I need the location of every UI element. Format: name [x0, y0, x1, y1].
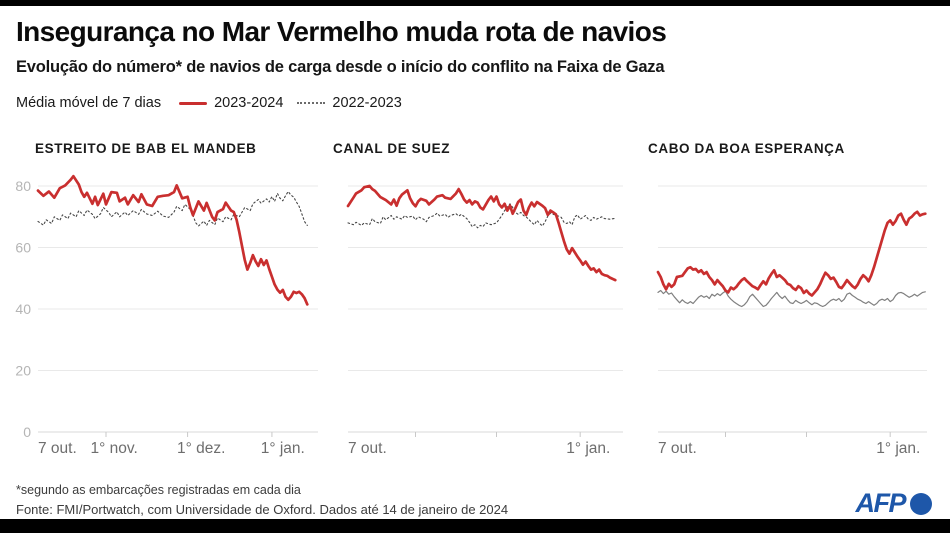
chart-plot-area: 7 out. 1° jan.: [346, 184, 623, 457]
top-border-bar: [0, 0, 950, 6]
y-axis-label: 40: [15, 301, 31, 317]
chart-cabo-boa-esperanca: 7 out. 1° jan.: [650, 160, 930, 465]
x-axis-label: 1° jan.: [876, 440, 920, 457]
afp-logo-text: AFP: [855, 488, 907, 518]
y-axis-label: 60: [15, 240, 31, 256]
chart-title-canal-de-suez: CANAL DE SUEZ: [333, 141, 451, 156]
x-axis-label: 7 out.: [658, 440, 697, 457]
page-subtitle: Evolução do número* de navios de carga d…: [16, 58, 665, 76]
x-axis-label: 1° jan.: [566, 440, 610, 457]
bottom-border-bar: [0, 519, 950, 533]
legend-label: Média móvel de 7 dias: [16, 95, 162, 111]
chart-canal-de-suez: 7 out. 1° jan.: [340, 160, 630, 465]
chart-plot-area: 7 out. 1° jan.: [656, 185, 927, 457]
red-line-swatch-icon: [179, 101, 208, 105]
y-axis-label: 80: [15, 178, 31, 194]
page-title: Insegurança no Mar Vermelho muda rota de…: [16, 16, 667, 47]
x-axis-label: 1° dez.: [177, 440, 225, 457]
legend-item-2022-2023: 2022-2023: [297, 95, 402, 111]
y-axis-label: 20: [15, 363, 31, 379]
chart-bab-el-mandeb: 0 20 40 60 80 7 out. 1° nov. 1° dez. 1° jan.: [10, 160, 322, 465]
gray-dotted-swatch-icon: [297, 102, 326, 104]
legend-item-2023-2024: 2023-2024: [179, 95, 283, 111]
x-axis-label: 1° jan.: [261, 440, 305, 457]
series-line-2022-2023: [347, 203, 616, 229]
series-line-2023-2024: [346, 184, 617, 282]
y-axis-label: 0: [23, 424, 31, 440]
afp-logo-circle-icon: [910, 492, 932, 515]
chart-plot-area: 0 20 40 60 80 7 out. 1° nov. 1° dez. 1° jan.: [15, 174, 318, 457]
x-axis-label: 1° nov.: [91, 440, 138, 457]
legend: Média móvel de 7 dias 2023-2024 2022-202…: [16, 95, 402, 111]
series-line-2023-2024: [656, 210, 927, 297]
chart-title-bab-el-mandeb: ESTREITO DE BAB EL MANDEB: [35, 141, 257, 156]
series-line-2022-2023: [657, 289, 926, 308]
legend-series-label: 2023-2024: [214, 95, 284, 111]
source-line: Fonte: FMI/Portwatch, com Universidade d…: [16, 502, 509, 517]
chart-title-cabo-boa-esperanca: CABO DA BOA ESPERANÇA: [648, 141, 845, 156]
x-axis-label: 7 out.: [38, 440, 77, 457]
legend-series-label: 2022-2023: [332, 95, 402, 111]
series-line-2023-2024: [36, 174, 309, 306]
footnote: *segundo as embarcações registradas em c…: [16, 483, 301, 497]
afp-logo: AFP: [855, 488, 932, 519]
series-line-2022-2023: [37, 190, 308, 227]
x-axis-label: 7 out.: [348, 440, 387, 457]
